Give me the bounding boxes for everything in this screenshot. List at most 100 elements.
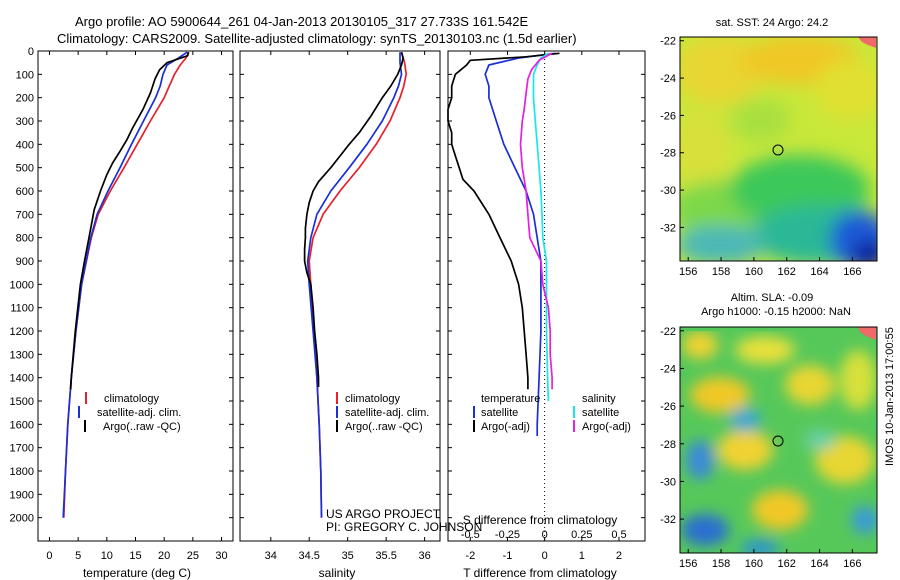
sla-land-coast: [858, 327, 876, 340]
y-tick-label: 1800: [10, 466, 34, 478]
map-y-tick-label: -22: [660, 326, 676, 338]
legend-title-temperature: temperature: [481, 393, 540, 405]
map-x-tick-label: 166: [843, 558, 861, 570]
temp-legend: climatology satellite-adj. clim. Argo(..…: [78, 392, 181, 433]
map-y-tick-label: -24: [660, 363, 676, 375]
y-tick-label: 800: [16, 233, 34, 245]
sla-map-frame: [679, 326, 878, 554]
y-tick-label: 2000: [10, 513, 34, 525]
sla-high-patch: [690, 377, 750, 413]
legend-label: satellite-adj. clim.: [345, 407, 429, 419]
sst-map-axes: 156 158 160 162 164 166 -22 -24 -26 -28 -30 -32: [660, 36, 861, 278]
map-x-tick-label: 162: [778, 558, 796, 570]
map-y-tick-label: -22: [660, 36, 676, 48]
sst-warm-patch: [815, 60, 877, 120]
y-tick-label: 0: [28, 46, 34, 58]
legend-label: Argo(-adj): [481, 421, 530, 433]
credit-line1: US ARGO PROJECT: [326, 507, 441, 521]
map-y-tick-label: -32: [660, 222, 676, 234]
x-tick-label: -1: [503, 550, 513, 562]
x-tick-label: 34: [265, 550, 277, 562]
sst-warm-patch: [680, 110, 730, 190]
y-tick-label: 1400: [10, 373, 34, 385]
y-tick-label: 1500: [10, 396, 34, 408]
x-tick-label: 30: [215, 550, 227, 562]
map-x-tick-label: 164: [810, 558, 828, 570]
legend-label: Argo(-adj): [582, 421, 631, 433]
map-x-tick-label: 156: [679, 266, 697, 278]
sla-high-patch: [752, 490, 808, 530]
map-y-tick-label: -26: [660, 401, 676, 413]
x-tick-label-s: 0.25: [571, 529, 592, 541]
temp-xlabel: temperature (deg C): [83, 566, 191, 580]
map-x-tick-label: 160: [745, 266, 763, 278]
sst-cold-patch: [852, 240, 877, 261]
sst-patch: [730, 98, 790, 142]
map-x-tick-label: 162: [778, 266, 796, 278]
sla-high-patch: [815, 436, 875, 484]
sst-argo-marker: [772, 144, 784, 156]
x-tick-label: 0: [542, 550, 548, 562]
sla-low-patch: [681, 514, 729, 546]
legend-label: satellite: [481, 407, 518, 419]
sla-high-patch: [717, 430, 773, 470]
legend-label: Argo(..raw -QC): [103, 421, 181, 433]
header-line2: Climatology: CARS2009. Satellite-adjuste…: [57, 31, 577, 46]
sla-argo-marker: [772, 435, 784, 447]
credit-line2: PI: GREGORY C. JOHNSON: [326, 520, 482, 534]
sla-high-patch: [785, 365, 835, 405]
sal-legend: climatology satellite-adj. clim. Argo(..…: [336, 392, 429, 433]
temperature-panel: 0100200300400500600700800900100011001200…: [10, 46, 234, 562]
sla-low-patch: [686, 440, 714, 480]
sla-field: [681, 331, 877, 553]
sla-low-patch: [851, 506, 877, 534]
sst-map-title: sat. SST: 24 Argo: 24.2: [716, 17, 829, 29]
y-tick-label: 1100: [10, 303, 34, 315]
sla-high-patch: [682, 331, 718, 359]
y-tick-label: 1700: [10, 443, 34, 455]
sst-map: [680, 37, 877, 261]
y-tick-label: 1200: [10, 326, 34, 338]
legend-label: climatology: [345, 393, 401, 405]
map-y-tick-label: -26: [660, 110, 676, 122]
salinity-panel: 34 34.5 35 35.5 36: [239, 50, 441, 562]
sla-low-patch: [740, 540, 780, 553]
map-x-tick-label: 160: [745, 558, 763, 570]
x-tick-label: 10: [101, 550, 113, 562]
series-line-argo: [303, 51, 404, 387]
map-y-tick-label: -30: [660, 185, 676, 197]
sst-land-coast: [858, 37, 876, 48]
x-tick-label: 20: [158, 550, 170, 562]
map-x-tick-label: 158: [712, 266, 730, 278]
map-x-tick-label: 158: [712, 558, 730, 570]
diff-s-xlabel: S difference from climatology: [463, 513, 618, 527]
series-line-s-argo: [519, 52, 553, 390]
y-tick-label: 600: [16, 186, 34, 198]
sst-field: [680, 37, 877, 261]
map-x-tick-label: 166: [843, 266, 861, 278]
map-y-tick-label: -28: [660, 439, 676, 451]
series-line-t-argo: [447, 52, 560, 390]
diff-t-xlabel: T difference from climatology: [463, 566, 617, 580]
x-tick-label-s: -0.5: [461, 529, 480, 541]
x-tick-label: 1: [579, 550, 585, 562]
x-tick-label: 25: [187, 550, 199, 562]
sla-high-patch: [735, 336, 795, 364]
y-tick-label: 300: [16, 116, 34, 128]
legend-label: Argo(..raw -QC): [345, 421, 423, 433]
diff-legend: temperature salinity satellite satellite…: [473, 393, 631, 433]
sla-high-patch: [840, 350, 876, 410]
sla-map: [680, 327, 877, 553]
sal-xlabel: salinity: [319, 566, 356, 580]
sst-teal-patch: [680, 225, 765, 261]
y-tick-label: 200: [16, 93, 34, 105]
series-line-satellite: [306, 52, 403, 518]
y-tick-label: 1600: [10, 419, 34, 431]
map-y-tick-label: -30: [660, 476, 676, 488]
x-tick-label: -2: [465, 550, 475, 562]
series-line-t-satellite: [484, 52, 556, 436]
sla-map-axes: 156 158 160 162 164 166 -22 -24 -26 -28 -30 -32: [660, 326, 861, 570]
x-tick-label: 2: [616, 550, 622, 562]
x-tick-label: 5: [75, 550, 81, 562]
